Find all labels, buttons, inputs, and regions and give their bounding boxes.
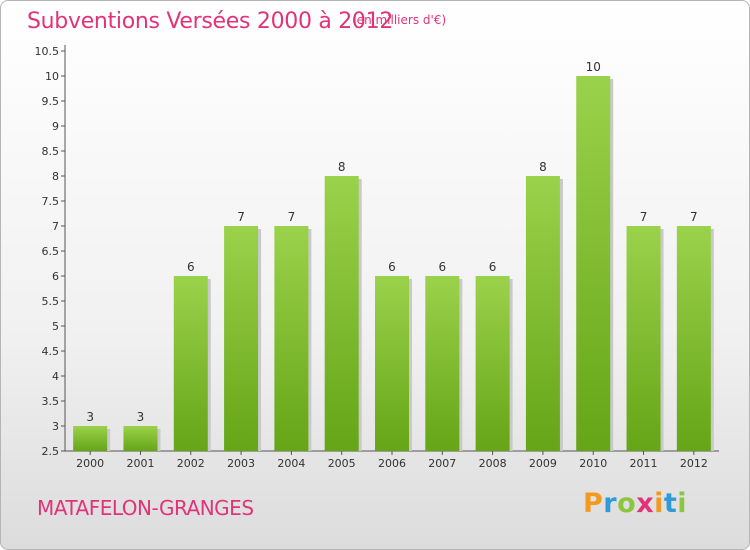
y-tick-label: 8 [52,170,59,183]
proxiti-logo[interactable]: Proxiti [583,488,687,519]
chart-subtitle: (en milliers d'€) [352,13,447,27]
commune-name: MATAFELON-GRANGES [37,496,254,520]
bar [123,426,158,451]
y-tick-label: 7 [52,220,59,233]
bar [173,276,208,451]
bar [576,76,611,451]
bar [626,226,661,451]
value-label: 7 [690,210,698,224]
bar [475,276,510,451]
bar [375,276,409,451]
y-tick-label: 8.5 [42,145,60,158]
x-tick-label: 2010 [579,457,607,470]
y-tick-label: 5 [52,320,59,333]
value-label: 6 [438,260,446,274]
y-tick-label: 5.5 [42,295,60,308]
value-label: 3 [137,410,145,424]
x-tick-label: 2008 [479,457,507,470]
bar [324,176,359,451]
y-tick-label: 9.5 [42,95,60,108]
x-tick-label: 2007 [428,457,456,470]
logo-letter: i [654,488,664,519]
y-tick-label: 9 [52,120,59,133]
x-tick-label: 2002 [177,457,205,470]
bars [73,76,714,451]
y-tick-label: 3.5 [42,395,60,408]
x-tick-label: 2004 [277,457,305,470]
bar [425,276,460,451]
y-tick-label: 2.5 [42,445,60,458]
logo-letter: i [677,488,688,519]
logo-letter: P [583,488,604,519]
value-label: 8 [539,160,547,174]
logo-letter: r [603,488,618,519]
bar [73,426,108,451]
value-label: 7 [288,210,296,224]
y-tick-label: 6 [52,270,59,283]
bar [274,226,309,451]
bar [525,176,560,451]
logo-letter: x [636,488,655,519]
labels: 2000 3 2001 3 2002 6 2003 7 2004 7 2005 8 2006 6 2007 6… [76,60,708,470]
y-tick-label: 3 [52,420,59,433]
y-tick-label: 10.5 [35,45,60,58]
x-tick-label: 2006 [378,457,406,470]
bar [676,226,711,451]
x-tick-label: 2003 [227,457,255,470]
logo-letter: o [617,488,637,519]
y-tick-label: 10 [45,70,59,83]
y-tick-label: 4.5 [42,345,60,358]
value-label: 8 [338,160,346,174]
x-tick-label: 2005 [328,457,356,470]
value-label: 6 [187,260,195,274]
x-tick-label: 2000 [76,457,104,470]
chart-title: Subventions Versées 2000 à 2012 [27,9,394,34]
y-tick-label: 6.5 [42,245,60,258]
x-tick-label: 2009 [529,457,557,470]
value-label: 7 [237,210,245,224]
value-label: 6 [489,260,497,274]
value-label: 7 [640,210,648,224]
logo-letter: t [663,488,678,519]
x-tick-label: 2001 [126,457,154,470]
value-label: 6 [388,260,396,274]
bar [224,226,259,451]
value-label: 10 [586,60,601,74]
y-tick-label: 4 [52,370,59,383]
x-tick-label: 2011 [630,457,658,470]
y-tick-label: 7.5 [42,195,60,208]
x-tick-label: 2012 [680,457,708,470]
value-label: 3 [86,410,94,424]
